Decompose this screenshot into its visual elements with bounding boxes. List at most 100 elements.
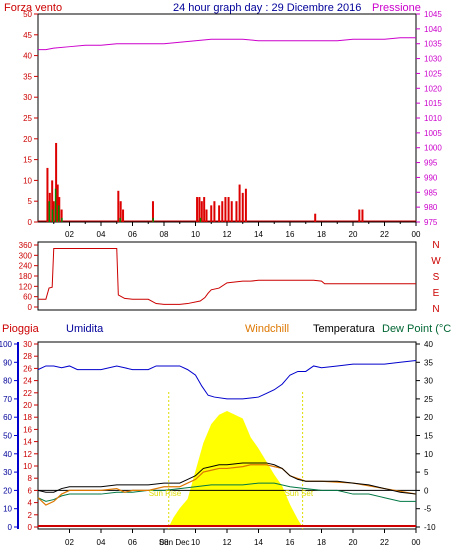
wind-speed-tick-label: 30 — [23, 93, 32, 102]
rain-tick-label: 6 — [28, 486, 33, 495]
rain-tick-label: 30 — [23, 340, 32, 349]
wind-speed-label: Forza vento — [4, 2, 62, 14]
solar-radiation-area — [168, 392, 304, 529]
direction-tick-label: 300 — [19, 251, 33, 260]
wind-gust-bar — [55, 142, 58, 222]
sun-dec-annotation: Sun Dec — [159, 538, 190, 547]
humidity-line — [37, 359, 417, 400]
wind-gust-bar — [238, 184, 241, 222]
wind-speed-tick-label: 10 — [23, 176, 32, 185]
time-tick-label: 20 — [349, 230, 358, 239]
pressure-label: Pressione — [372, 2, 421, 14]
time-axis-top: 02 04 06 08 10 12 14 16 18 20 22 00 — [53, 222, 421, 239]
pressure-axis: 975 980 985 990 995 1000 1005 1010 1015 1020 1025 1… — [416, 10, 442, 227]
pressure-tick-label: 975 — [424, 218, 438, 227]
wind-gust-bar — [210, 205, 213, 222]
direction-tick-label: 240 — [19, 262, 33, 271]
compass-label: S — [433, 272, 440, 283]
direction-tick-label: 120 — [19, 282, 33, 291]
page-title: 24 hour graph day : 29 Dicembre 2016 — [173, 2, 361, 14]
compass-label: W — [431, 256, 441, 267]
wind-gust-bar — [218, 205, 221, 222]
wind-gust-bar — [52, 201, 55, 222]
pressure-tick-label: 1010 — [424, 114, 442, 123]
direction-tick-label: 0 — [28, 303, 33, 312]
wind-gust-bar — [200, 201, 203, 222]
wind-speed-tick-label: 50 — [23, 10, 32, 19]
wind-gust-bar — [227, 197, 230, 222]
humidity-tick-label: 100 — [0, 340, 13, 349]
time-tick-label: 08 — [160, 230, 169, 239]
wind-gust-bar — [221, 201, 224, 222]
wind-gust-bar — [198, 197, 201, 222]
time-tick-label: 14 — [254, 230, 263, 239]
wind-gust-bar — [244, 188, 247, 222]
humidity-tick-label: 30 — [3, 468, 12, 477]
time-tick-label: 12 — [223, 538, 232, 547]
windchill-label: Windchill — [245, 323, 289, 335]
rain-tick-label: 14 — [23, 438, 32, 447]
pressure-tick-label: 1015 — [424, 99, 442, 108]
humidity-tick-label: 20 — [3, 486, 12, 495]
wind-gust-bar — [358, 209, 361, 222]
wind-average-bar — [48, 201, 51, 222]
compass-label: N — [432, 304, 439, 315]
dewpoint-label: Dew Point (°C — [382, 323, 451, 335]
pressure-line — [38, 37, 416, 51]
rain-tick-label: 16 — [23, 425, 32, 434]
wind-gust-bar — [51, 180, 54, 222]
wind-average-bar — [57, 205, 60, 222]
rain-tick-label: 2 — [28, 511, 33, 520]
direction-tick-label: 180 — [19, 272, 33, 281]
humidity-tick-label: 80 — [3, 377, 12, 386]
time-tick-label: 02 — [65, 538, 74, 547]
time-tick-label: 18 — [317, 538, 326, 547]
time-tick-label: 10 — [191, 230, 200, 239]
temperature-tick-label: 25 — [424, 395, 433, 404]
temperature-label: Temperatura — [313, 323, 376, 335]
wind-speed-tick-label: 20 — [23, 135, 32, 144]
pressure-tick-label: 1030 — [424, 55, 442, 64]
wind-gust-bar — [56, 184, 59, 222]
wind-pressure-plot-frame — [37, 13, 417, 223]
time-tick-label: 16 — [286, 230, 295, 239]
rain-tick-label: 26 — [23, 364, 32, 373]
temperature-tick-label: 15 — [424, 432, 433, 441]
rain-tick-label: 20 — [23, 401, 32, 410]
rain-tick-label: 18 — [23, 413, 32, 422]
wind-speed-tick-label: 0 — [28, 218, 33, 227]
rain-tick-label: 22 — [23, 389, 32, 398]
rain-tick-label: 4 — [28, 499, 33, 508]
temperature-line — [37, 462, 417, 495]
humidity-tick-label: 0 — [8, 523, 13, 532]
wind-gust-bar — [122, 209, 125, 222]
rain-tick-label: 0 — [28, 523, 33, 532]
time-tick-label: 04 — [97, 230, 106, 239]
temperature-tick-label: 10 — [424, 450, 433, 459]
wind-gust-bar — [117, 190, 120, 222]
wind-gust-bar — [205, 209, 208, 222]
wind-average-bar — [61, 217, 63, 222]
wind-gust-bar — [314, 213, 317, 222]
time-tick-label: 08 — [160, 538, 169, 547]
wind-average-bar — [152, 217, 154, 222]
pressure-tick-label: 1000 — [424, 144, 442, 153]
rain-tick-label: 24 — [23, 377, 32, 386]
wind-gust-bar — [235, 201, 238, 222]
wind-gust-bar — [213, 201, 216, 222]
wind-gust-bar — [119, 201, 122, 222]
sun-set-annotation: Sun Set — [285, 489, 314, 498]
wind-average-bar — [54, 188, 57, 222]
time-tick-label: 00 — [412, 538, 421, 547]
humidity-tick-label: 60 — [3, 413, 12, 422]
temperature-tick-label: 5 — [424, 468, 429, 477]
wind-speed-tick-label: 45 — [23, 31, 32, 40]
humidity-axis: 0 10 20 30 40 50 60 70 80 90 100 — [0, 340, 19, 532]
time-tick-label: 14 — [254, 538, 263, 547]
pressure-tick-label: 1035 — [424, 40, 442, 49]
wind-gust-series — [38, 142, 416, 222]
pressure-tick-label: 1040 — [424, 25, 442, 34]
